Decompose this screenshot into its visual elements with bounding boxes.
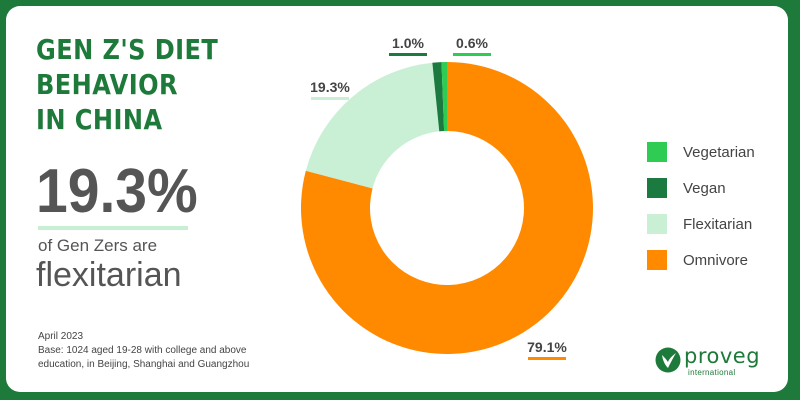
data-label-underline-vegan [389,53,427,56]
donut-slice-vegetarian [441,62,447,132]
data-label-underline-vegetarian [453,53,491,56]
highlight-word: flexitarian [36,256,182,294]
data-label-underline-omnivore [528,357,566,360]
footnote: April 2023 Base: 1024 aged 19-28 with co… [38,330,249,372]
donut-slice-flexitarian [305,62,440,189]
legend-label-vegan: Vegan [683,180,726,197]
proveg-logo: proveg international [654,344,764,380]
highlight-caption: of Gen Zers are [38,236,158,255]
donut-slice-omnivore [301,62,593,355]
legend-swatch-vegetarian [647,142,667,162]
footnote-base-line-1: Base: 1024 aged 19-28 with college and a… [38,345,247,356]
donut-slice-vegan [432,62,445,132]
logo-wordmark: proveg [684,344,761,368]
data-label-omnivore: 79.1% [527,339,567,355]
logo-subtitle: international [688,368,736,377]
data-label-vegetarian: 0.6% [456,35,488,51]
title-line-2: BEHAVIOR [36,68,179,101]
legend-swatch-omnivore [647,250,667,270]
title-line-1: GEN Z'S DIET [36,33,219,66]
data-label-vegan: 1.0% [392,35,424,51]
legend-swatch-vegan [647,178,667,198]
legend-label-vegetarian: Vegetarian [683,144,755,161]
highlight-value: 19.3% [36,157,198,226]
title-line-3: IN CHINA [36,103,163,136]
footnote-date: April 2023 [38,331,84,342]
legend-label-flexitarian: Flexitarian [683,216,753,233]
data-label-flexitarian: 19.3% [310,79,350,95]
legend-label-omnivore: Omnivore [683,252,749,269]
page-title: GEN Z'S DIET BEHAVIOR IN CHINA [36,32,218,137]
footnote-base-line-2: education, in Beijing, Shanghai and Guan… [38,359,250,370]
highlight-underline [38,226,188,230]
data-label-underline-flexitarian [311,97,349,100]
leaf-logo-icon [655,347,681,373]
legend-swatch-flexitarian [647,214,667,234]
